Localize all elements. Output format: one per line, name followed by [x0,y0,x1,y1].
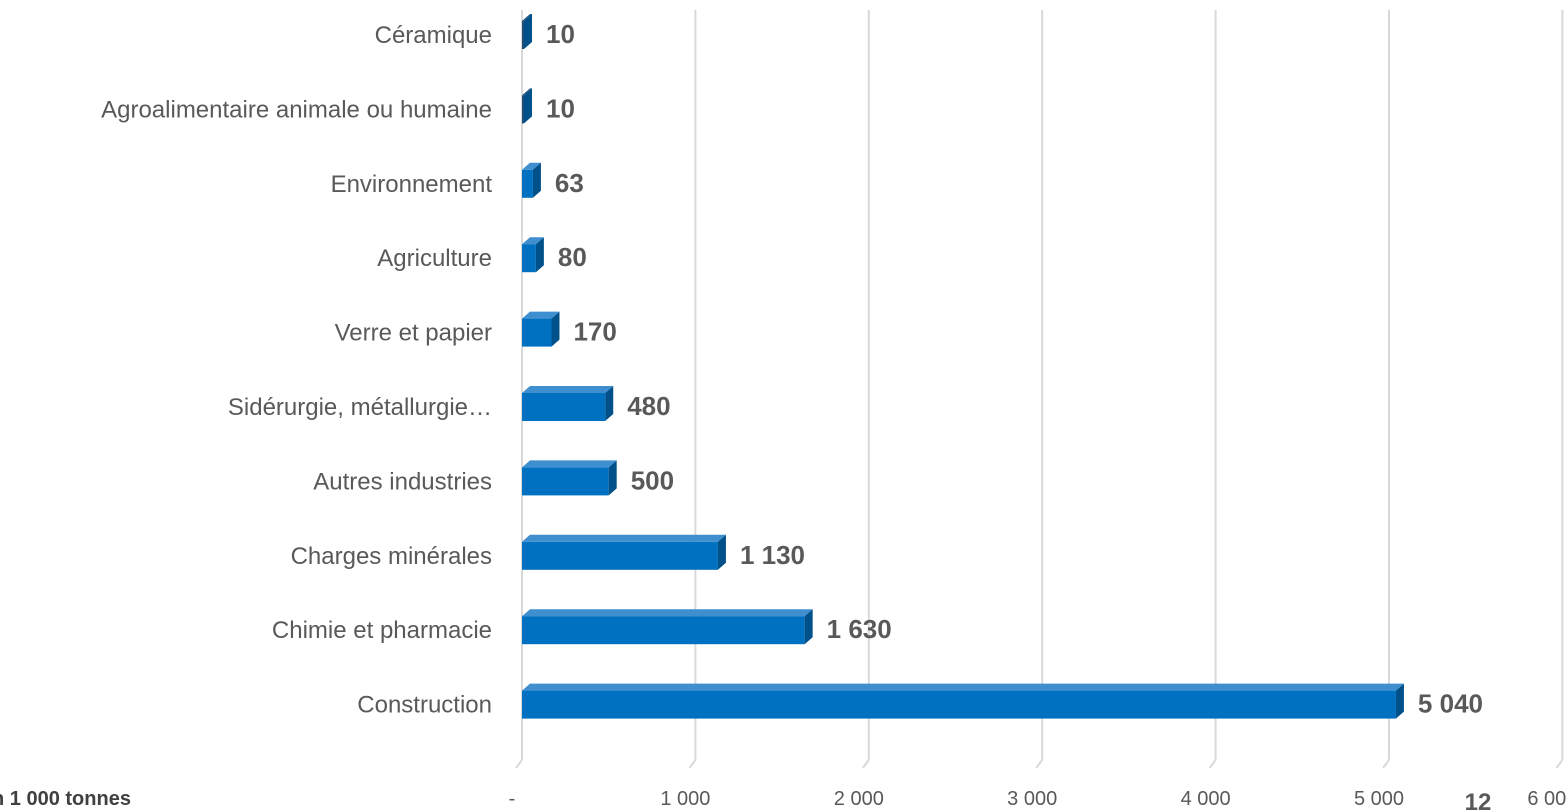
bar-front-face [522,318,552,347]
bar-side-face [551,311,560,347]
data-label-5: 480 [627,391,670,421]
bar-front-face [522,467,609,496]
bar-6 [522,460,617,496]
bar-top-face [522,386,614,393]
gridline-foot-3 [1035,759,1043,769]
data-label-2: 63 [555,168,584,198]
category-label-8: Chimie et pharmacie [272,617,492,644]
data-labels: 10 10 63 80 170 480 500 1 130 1 630 5 040 [546,19,1483,719]
category-labels: Céramique Agroalimentaire animale ou huma… [101,22,492,719]
category-label-4: Verre et papier [335,320,492,347]
bar-3 [522,237,544,273]
category-label-0: Céramique [375,22,492,49]
page-number: 12 [1465,789,1492,810]
gridline-foot-5 [1382,759,1390,769]
bar-8 [522,609,813,645]
bar-2 [522,162,541,198]
data-label-1: 10 [546,93,575,123]
x-tick-label-4: 4 000 [1181,788,1231,810]
x-tick-label-0: - [509,788,516,810]
data-label-3: 80 [558,242,587,272]
bars [522,14,1404,719]
bar-top-face [522,237,544,245]
x-tick-label-2: 2 000 [834,788,884,810]
bar-front-face [522,95,524,124]
grid-lines [515,10,1564,769]
bar-0 [522,14,532,49]
bar-9 [522,683,1404,719]
category-label-6: Autres industries [313,468,492,495]
bar-front-face [522,393,606,421]
bar-side-face [605,386,614,421]
data-label-9: 5 040 [1418,689,1483,719]
bar-side-face [524,88,532,124]
category-label-3: Agriculture [377,245,492,272]
bar-top-face [522,14,532,21]
x-tick-label-6: 6 000 [1527,788,1566,810]
data-label-4: 170 [573,317,616,347]
bar-top-face [522,311,560,319]
category-label-9: Construction [357,692,492,719]
data-label-6: 500 [631,465,674,495]
bar-7 [522,534,726,570]
bar-front-face [522,21,524,49]
bar-front-face [522,690,1396,719]
bar-top-face [522,683,1404,691]
bar-top-face [522,162,541,170]
bar-side-face [608,460,617,496]
bar-front-face [522,169,533,198]
gridline-foot-1 [688,759,697,769]
bar-front-face [522,541,718,570]
x-tick-label-1: 1 000 [660,788,710,810]
category-label-1: Agroalimentaire animale ou humaine [101,96,492,123]
x-axis-tick-labels: - 1 000 2 000 3 000 4 000 5 000 6 000 [509,788,1566,810]
bar-front-face [522,244,536,273]
x-tick-label-3: 3 000 [1007,788,1057,810]
bar-front-face [522,616,805,645]
category-label-5: Sidérurgie, métallurgie… [228,394,492,421]
gridline-foot-6 [1555,759,1564,769]
bar-side-face [717,534,726,570]
category-label-2: Environnement [331,171,493,198]
x-tick-label-5: 5 000 [1354,788,1404,810]
gridline-foot-4 [1208,759,1217,769]
bar-1 [522,88,532,124]
bar-top-face [522,534,726,542]
gridline-foot-2 [861,759,870,769]
bar-side-face [1395,683,1404,719]
bar-side-face [535,237,544,273]
data-label-0: 10 [546,19,575,49]
category-label-7: Charges minérales [291,543,492,570]
bar-4 [522,311,560,347]
bar-side-face [532,162,541,198]
bar-top-face [522,460,617,468]
bar-side-face [804,609,813,645]
unit-label: n 1 000 tonnes [0,788,131,810]
bar-5 [522,386,614,421]
bar-top-face [522,88,532,96]
gridline-foot-0 [515,759,523,769]
data-label-8: 1 630 [827,614,892,644]
bar-top-face [522,609,813,617]
bar-side-face [524,14,532,49]
data-label-7: 1 130 [740,540,805,570]
